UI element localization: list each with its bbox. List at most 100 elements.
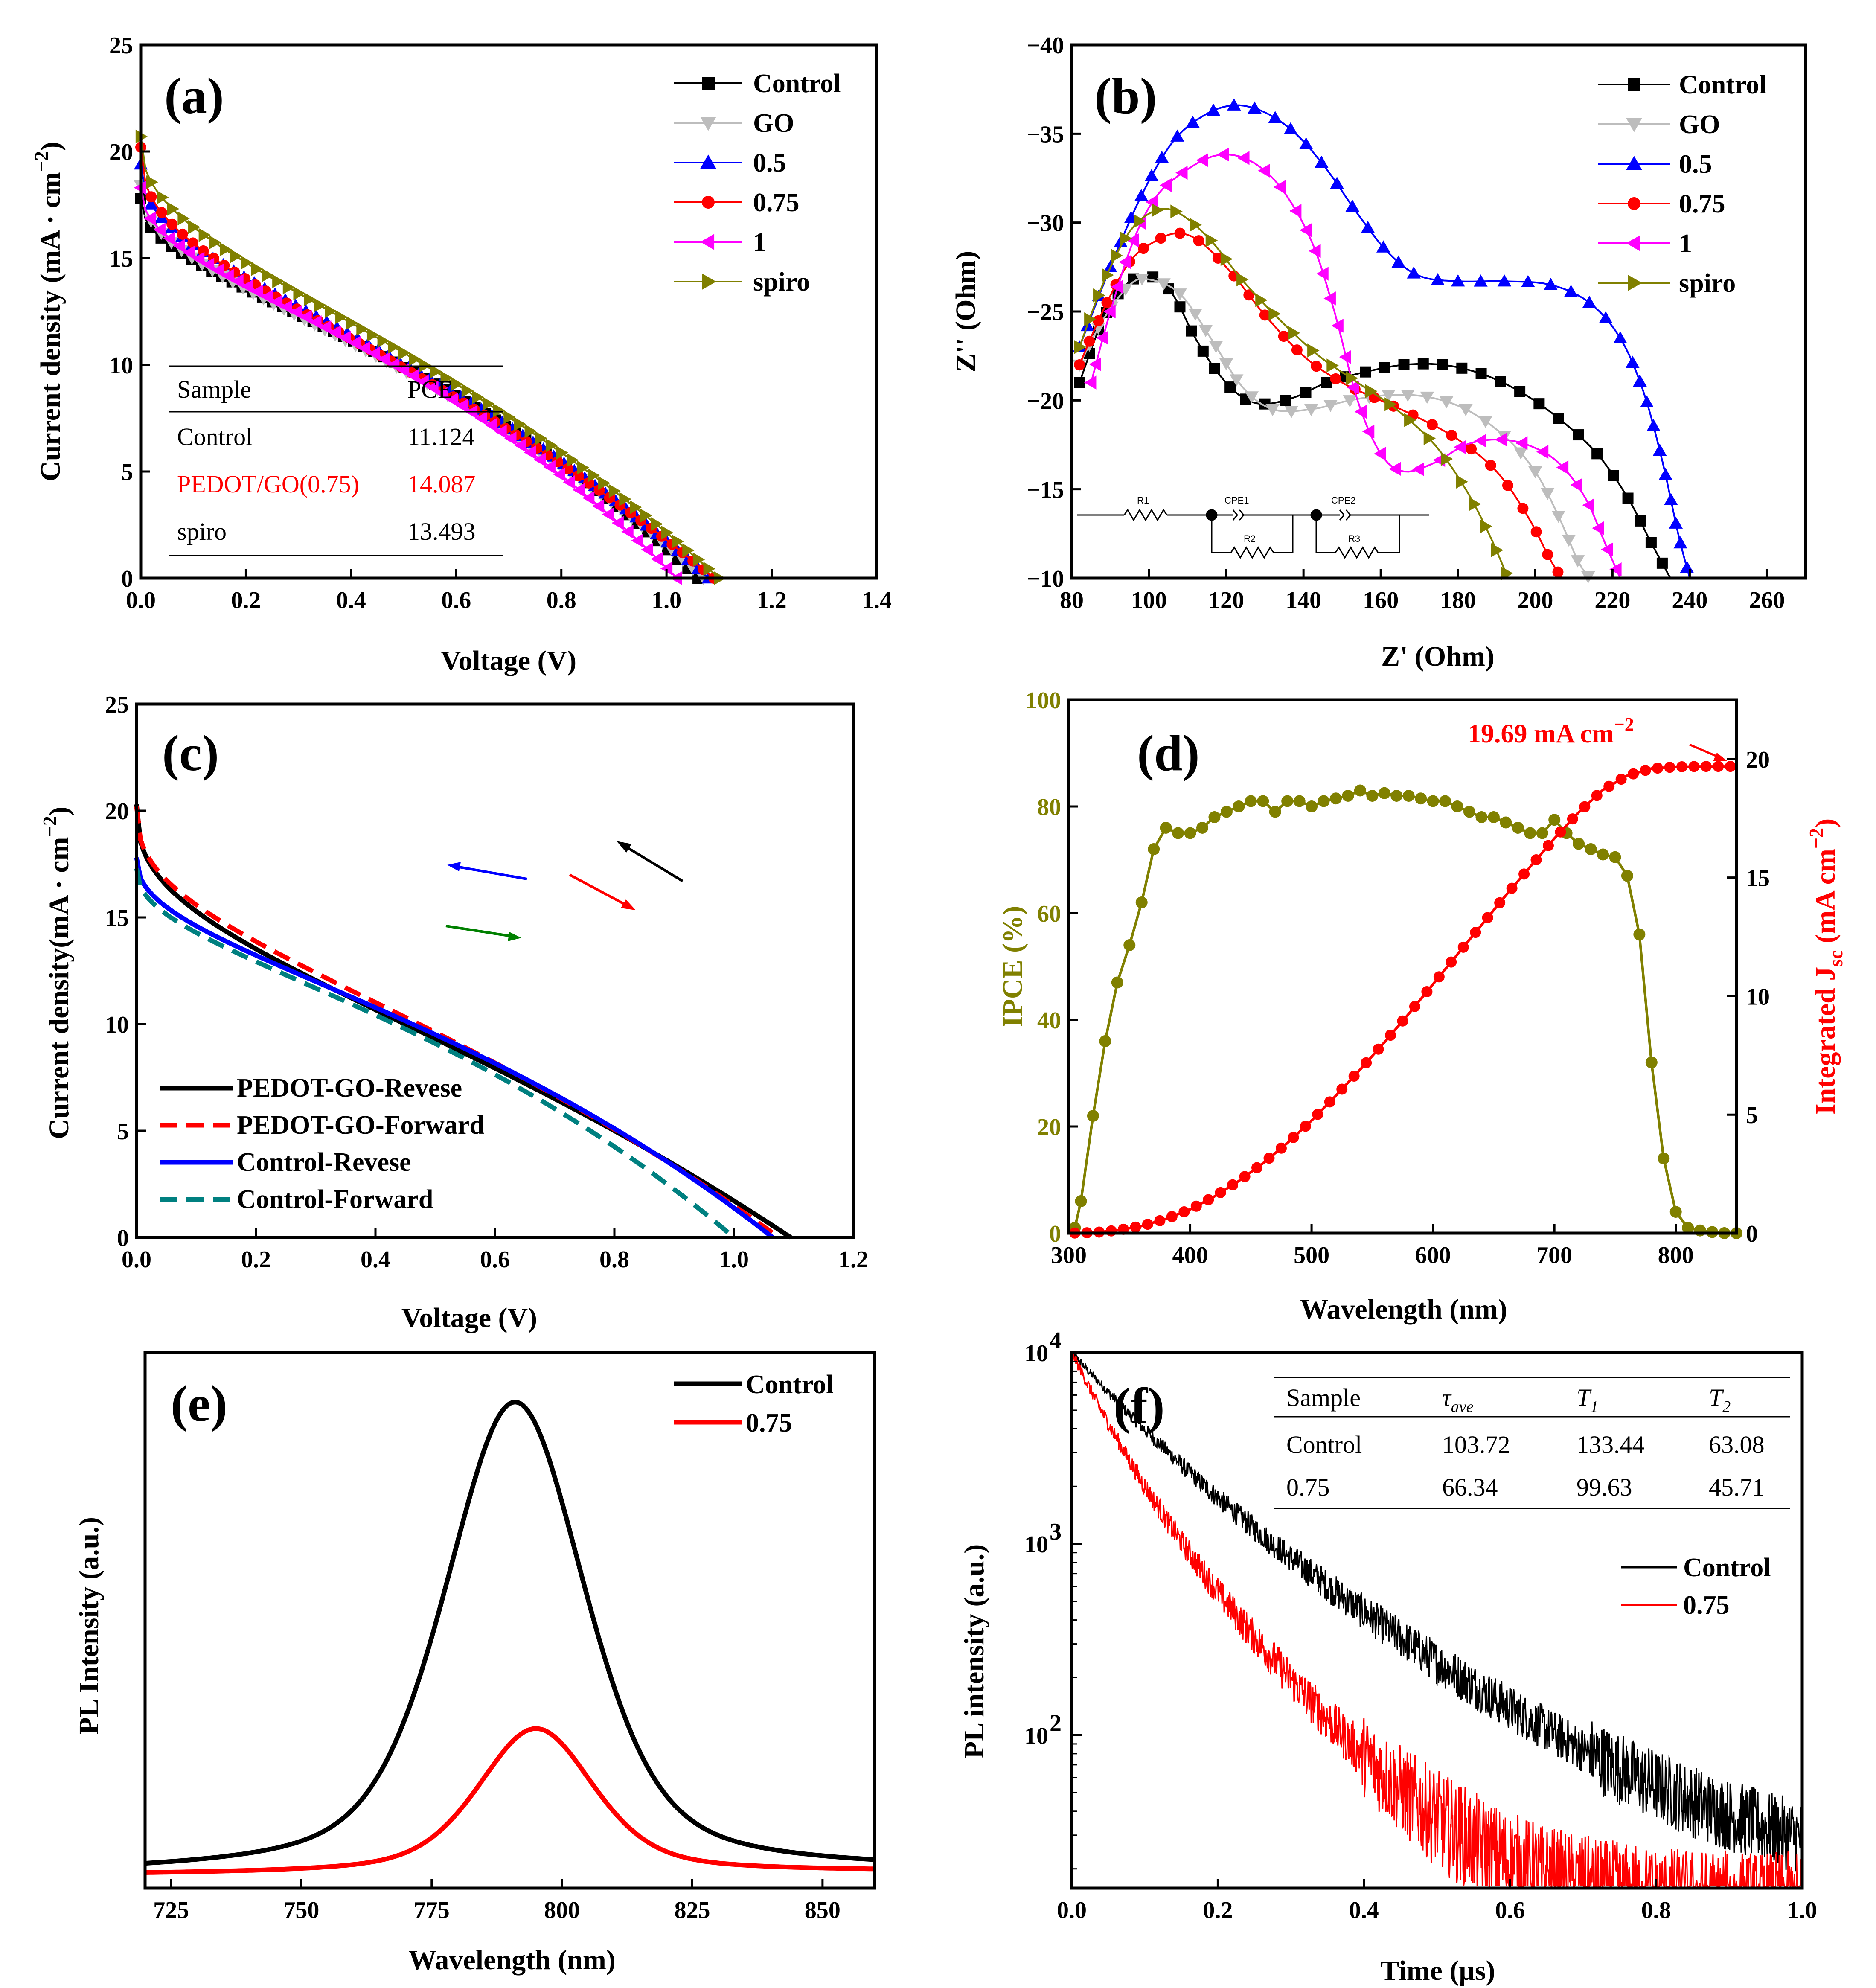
- data-point: [1300, 387, 1312, 398]
- data-point: [1628, 768, 1639, 780]
- table-cell: 103.72: [1442, 1431, 1510, 1458]
- data-point: [1248, 101, 1262, 114]
- data-point: [270, 295, 283, 309]
- data-point: [177, 228, 188, 240]
- data-point: [1307, 343, 1320, 358]
- data-point: [1318, 795, 1330, 807]
- data-point: [1474, 434, 1486, 448]
- arrow-head: [508, 932, 521, 941]
- arrow-reverse-control: [454, 865, 527, 880]
- data-point: [280, 300, 292, 314]
- data-point: [1324, 1096, 1335, 1108]
- data-point: [1227, 1179, 1239, 1190]
- panel-a: 0.0 0.2 0.4 0.6 0.8 1.0 1.2 1.4 0 5 10 15 20 25 (a) V…: [30, 32, 892, 676]
- legend-label: spiro: [1679, 269, 1736, 298]
- y-tick-label-left: 40: [1037, 1007, 1061, 1034]
- data-point: [1603, 780, 1615, 792]
- data-point: [1592, 521, 1604, 535]
- y-tick-label: 10: [1024, 1723, 1048, 1749]
- data-point: [1135, 273, 1149, 286]
- data-point: [1456, 474, 1468, 489]
- data-point: [573, 470, 584, 482]
- x-tick-label: 0.4: [1349, 1897, 1379, 1924]
- data-point: [1676, 761, 1687, 772]
- lifetime-table: Sample τave T1 T2 Control 103.72 133.44 …: [1274, 1377, 1790, 1511]
- data-point: [1193, 235, 1204, 247]
- data-point: [582, 491, 595, 505]
- data-point: [1451, 800, 1463, 812]
- data-point: [1626, 355, 1640, 368]
- data-point: [672, 534, 684, 549]
- data-point: [1466, 443, 1477, 455]
- data-point: [293, 286, 305, 300]
- data-point: [368, 346, 380, 361]
- data-point: [1120, 231, 1132, 246]
- data-point: [1239, 1171, 1251, 1182]
- data-point: [1316, 267, 1329, 281]
- table-cell: 133.44: [1576, 1431, 1645, 1458]
- data-point: [1573, 838, 1585, 850]
- data-point: [1480, 519, 1492, 533]
- data-point: [1658, 468, 1672, 480]
- data-point: [1398, 359, 1410, 370]
- data-point: [1345, 199, 1360, 212]
- data-point: [1323, 400, 1338, 412]
- data-point: [1208, 811, 1221, 823]
- data-point: [1268, 307, 1281, 321]
- data-point: [1288, 1132, 1299, 1143]
- data-point: [1402, 790, 1415, 802]
- data-point: [1186, 116, 1200, 128]
- data-point: [1646, 419, 1661, 431]
- x-tick-label: 700: [1536, 1242, 1572, 1269]
- data-point: [1613, 331, 1627, 343]
- y-tick-label: 25: [105, 692, 129, 718]
- legend-label: Control: [753, 69, 841, 98]
- data-point: [1530, 526, 1542, 538]
- data-point: [1635, 515, 1646, 527]
- data-point: [1326, 358, 1339, 373]
- data-point: [319, 320, 332, 335]
- x-axis-label: Voltage (V): [401, 1302, 537, 1333]
- data-point: [1542, 840, 1554, 851]
- data-point: [588, 468, 600, 483]
- data-point: [1470, 927, 1481, 938]
- arrow-head: [617, 841, 631, 853]
- data-point: [1291, 344, 1303, 356]
- x-tick-label: 0.8: [1641, 1897, 1671, 1924]
- y-axis-label: PL intensity (a.u.): [959, 1544, 990, 1758]
- legend-marker: [1626, 235, 1640, 251]
- table-cell-sample: Control: [177, 423, 253, 451]
- data-point: [1571, 555, 1585, 568]
- data-point: [1652, 763, 1664, 774]
- data-point: [167, 202, 180, 216]
- data-point: [1091, 323, 1105, 335]
- legend: Control 0.75: [674, 1370, 834, 1438]
- data-point: [436, 387, 448, 401]
- table-cell-pce: 11.124: [407, 423, 474, 451]
- circuit-label: CPE1: [1224, 495, 1249, 506]
- data-point: [1348, 1070, 1360, 1082]
- y-axis-label: Current density (mA · cm−2): [30, 142, 66, 481]
- legend: Control 0.75: [1621, 1553, 1771, 1620]
- data-point: [1174, 227, 1186, 239]
- data-point: [398, 346, 411, 360]
- data-point: [1495, 376, 1506, 387]
- data-point: [1517, 503, 1529, 514]
- data-point: [1209, 363, 1220, 374]
- data-point: [461, 384, 474, 398]
- x-tick-label: 825: [675, 1897, 710, 1924]
- data-point: [1229, 374, 1244, 387]
- data-point: [1293, 795, 1306, 807]
- data-point: [1304, 404, 1318, 416]
- data-point: [314, 298, 327, 312]
- table-header-tau-ave: τave: [1442, 1384, 1474, 1416]
- data-point: [1494, 897, 1506, 908]
- table-cell: Control: [1286, 1431, 1362, 1458]
- y-tick-label: 0: [117, 1225, 129, 1252]
- legend-label: Control: [1679, 70, 1767, 99]
- data-point: [187, 237, 199, 249]
- data-point: [1388, 462, 1401, 476]
- x-tick-label: 0.2: [1203, 1897, 1233, 1924]
- y-axis-label-left: IPCE (%): [997, 906, 1028, 1027]
- data-point: [1330, 792, 1342, 805]
